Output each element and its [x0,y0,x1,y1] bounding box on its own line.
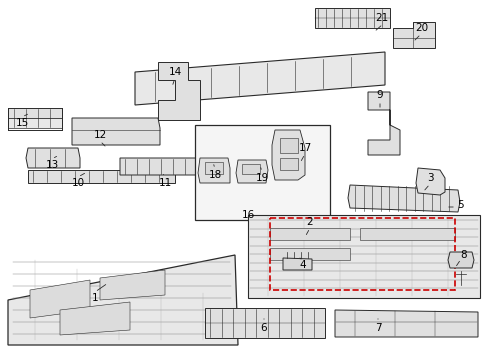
Text: 16: 16 [241,210,254,220]
Text: 20: 20 [415,23,427,33]
Polygon shape [135,52,384,105]
Text: 11: 11 [158,178,171,188]
Polygon shape [236,160,267,183]
Bar [195,125,329,220]
Polygon shape [392,22,434,48]
Polygon shape [8,118,62,128]
Polygon shape [415,168,444,195]
Text: 3: 3 [426,173,432,183]
Text: 9: 9 [376,90,383,100]
Text: 7: 7 [374,323,381,333]
Polygon shape [72,118,160,145]
Text: 19: 19 [255,173,268,183]
Polygon shape [28,170,175,183]
Polygon shape [158,62,200,120]
Text: 8: 8 [460,250,467,260]
Circle shape [109,127,121,139]
Polygon shape [26,148,80,168]
Ellipse shape [309,68,327,78]
Text: 13: 13 [45,160,59,170]
Text: 14: 14 [168,67,181,77]
Polygon shape [198,158,229,183]
Bar [280,138,297,153]
Text: 2: 2 [306,217,313,227]
Ellipse shape [214,76,231,86]
Bar [280,158,297,170]
Polygon shape [334,310,477,337]
Polygon shape [283,258,311,270]
Polygon shape [100,270,164,300]
Text: 10: 10 [71,178,84,188]
Polygon shape [8,108,62,118]
Polygon shape [447,252,473,268]
Text: 6: 6 [260,323,267,333]
Text: 15: 15 [15,118,29,128]
Polygon shape [8,255,238,345]
Polygon shape [271,130,305,180]
Text: 5: 5 [457,200,464,210]
Ellipse shape [262,72,280,82]
Polygon shape [347,185,459,212]
Bar [314,8,389,28]
Text: 12: 12 [93,130,106,140]
Ellipse shape [165,80,183,90]
Bar [269,218,454,290]
Text: 21: 21 [375,13,388,23]
Polygon shape [30,280,90,318]
Polygon shape [204,308,325,338]
Text: 1: 1 [92,293,98,303]
Circle shape [167,87,177,97]
Circle shape [453,271,467,285]
Polygon shape [60,302,130,335]
Polygon shape [269,248,349,260]
Bar [204,162,223,174]
Text: 4: 4 [299,260,305,270]
Polygon shape [269,228,349,240]
Polygon shape [359,228,454,240]
Polygon shape [247,215,479,298]
Polygon shape [120,158,209,175]
Bar [242,164,260,174]
Text: 17: 17 [298,143,311,153]
Circle shape [168,104,176,112]
Polygon shape [367,92,399,155]
Circle shape [426,177,436,187]
Text: 18: 18 [208,170,221,180]
